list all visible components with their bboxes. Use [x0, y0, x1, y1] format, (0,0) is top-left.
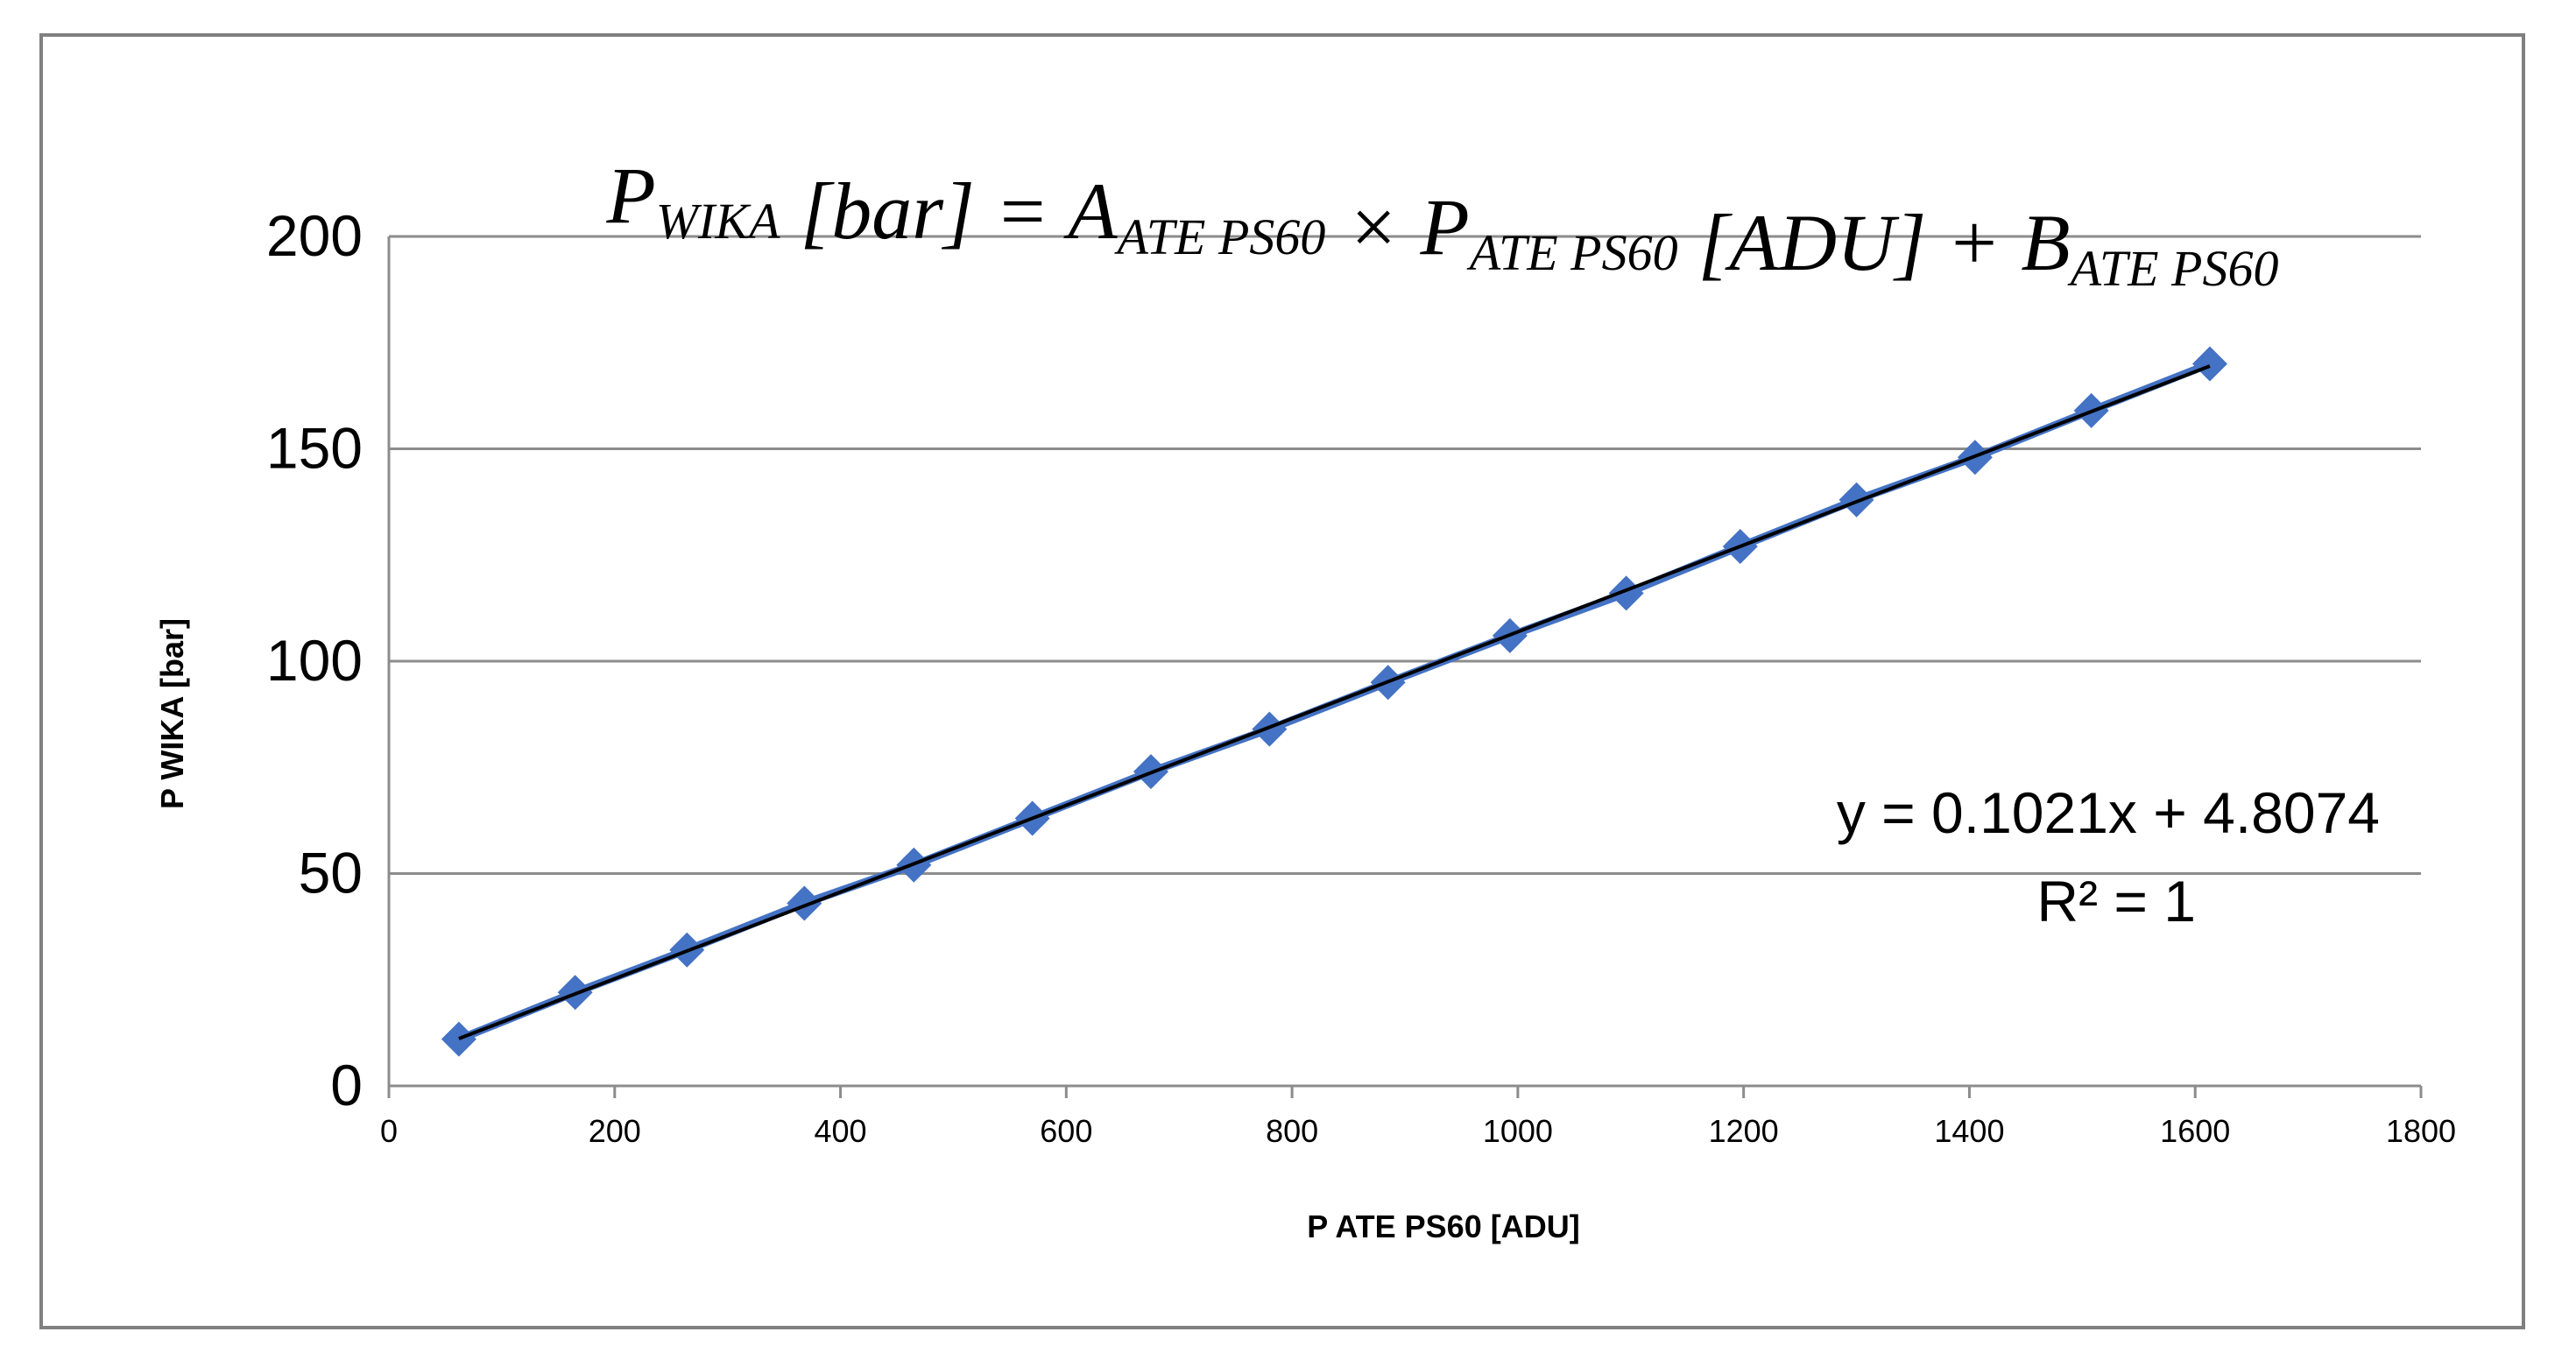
formula-subscript: ATE PS60 — [2067, 240, 2279, 297]
axes — [387, 236, 2423, 1098]
formula-term: P — [606, 151, 656, 240]
trendline-equation: y = 0.1021x + 4.8074 — [1837, 780, 2380, 845]
y-axis-title: P WIKA [bar] — [154, 618, 190, 809]
y-tick-label: 150 — [266, 416, 363, 481]
formula-subscript: ATE PS60 — [1114, 208, 1326, 265]
x-tick-label: 1000 — [1483, 1113, 1553, 1149]
chart-frame: 0 50 100 150 200 0 200 400 600 800 1000 1200 1400 16… — [39, 33, 2525, 1329]
formula-term: [bar] = — [780, 166, 1068, 256]
formula-subscript: WIKA — [656, 193, 780, 250]
x-tick-label: 200 — [589, 1113, 641, 1149]
x-tick-label: 400 — [815, 1113, 867, 1149]
formula-term: [ADU] + — [1678, 198, 2022, 287]
x-tick-label: 1800 — [2386, 1113, 2456, 1149]
trendline-group — [458, 364, 2211, 1040]
x-tick-label: 1200 — [1709, 1113, 1779, 1149]
data-point-marker — [2191, 346, 2227, 382]
formula-term: × — [1325, 182, 1420, 271]
formula-term: A — [1062, 166, 1118, 256]
x-tick-label: 1400 — [1934, 1113, 2004, 1149]
trendline-r-squared: R² = 1 — [2036, 869, 2196, 934]
formula-subscript: ATE PS60 — [1466, 224, 1678, 281]
data-point-marker — [1608, 575, 1644, 611]
formula-term: B — [2021, 198, 2070, 287]
data-point-marker — [1838, 482, 1874, 518]
gridlines — [389, 235, 2421, 875]
data-point-marker — [1252, 711, 1288, 747]
chart-title-formula: PWIKA [bar] = AATE PS60 × PATE PS60 [ADU… — [606, 151, 2279, 297]
x-tick-labels: 0 200 400 600 800 1000 1200 1400 1600 1800 — [380, 1113, 2456, 1149]
y-tick-label: 50 — [299, 841, 363, 905]
formula-term: P — [1420, 182, 1470, 271]
chart-svg: 0 50 100 150 200 0 200 400 600 800 1000 1200 1400 16… — [154, 151, 2456, 1244]
y-tick-labels: 0 50 100 150 200 — [266, 203, 363, 1117]
x-axis-title: P ATE PS60 [ADU] — [1307, 1208, 1579, 1244]
data-point-marker — [441, 1021, 476, 1057]
x-tick-label: 1600 — [2160, 1113, 2230, 1149]
y-tick-label: 100 — [266, 628, 363, 693]
x-tick-label: 800 — [1266, 1113, 1318, 1149]
x-tick-label: 0 — [380, 1113, 398, 1149]
y-tick-label: 0 — [330, 1053, 363, 1117]
y-tick-label: 200 — [266, 203, 363, 268]
data-point-marker — [787, 885, 822, 921]
x-tick-label: 600 — [1040, 1113, 1092, 1149]
trendline — [458, 364, 2211, 1040]
